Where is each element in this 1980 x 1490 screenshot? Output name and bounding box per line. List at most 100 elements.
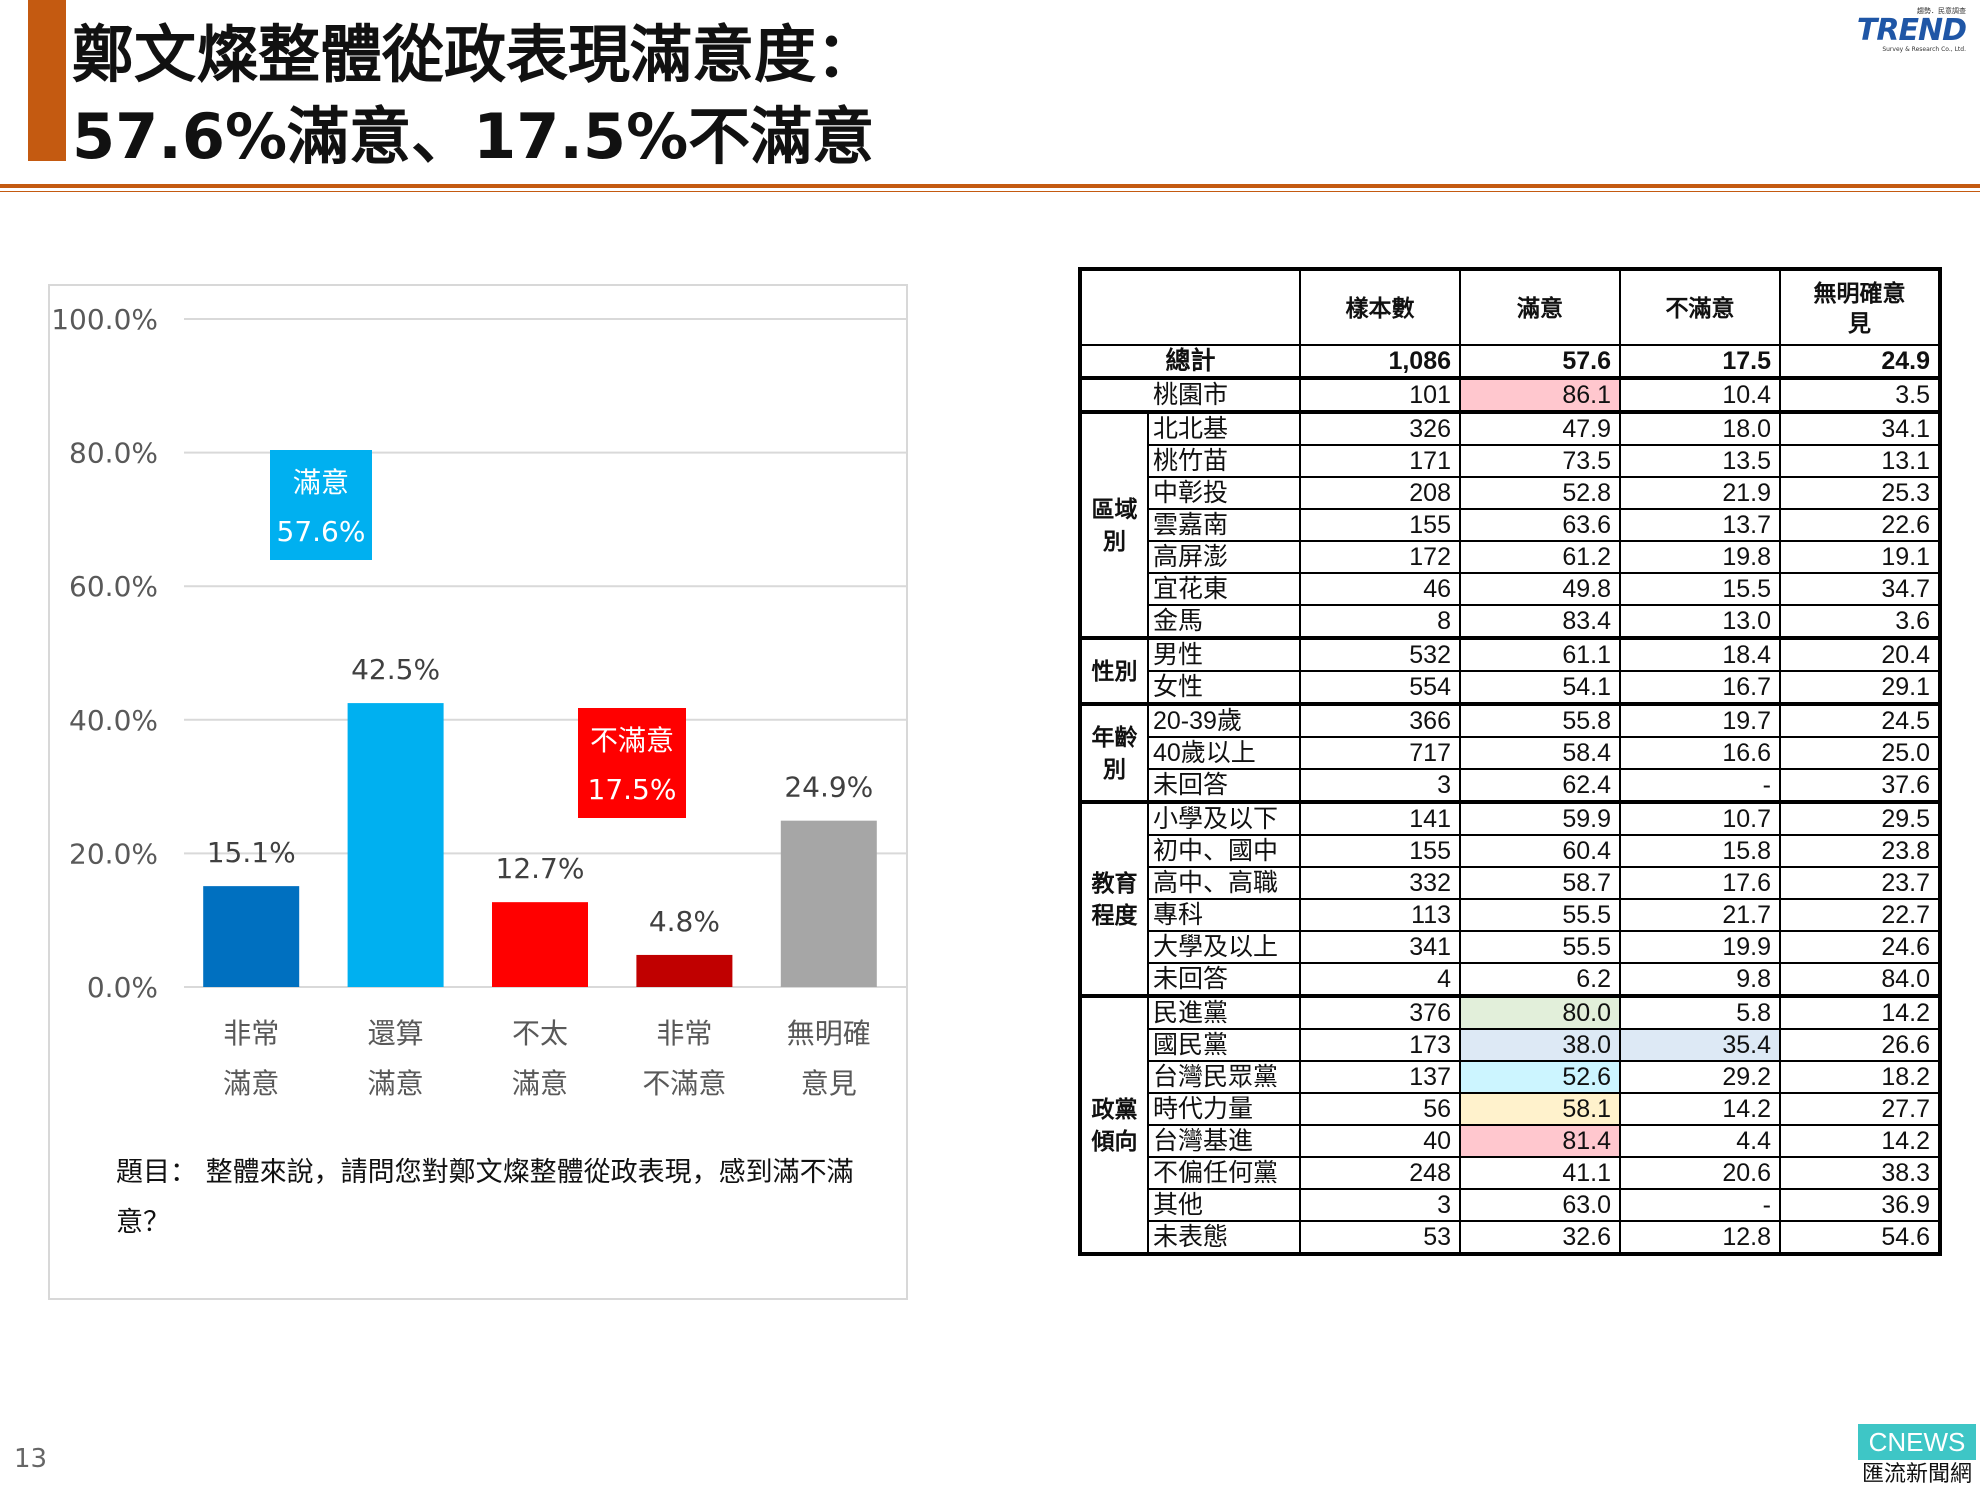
row-label: 國民黨 bbox=[1147, 1028, 1301, 1062]
table-cell: 23.7 bbox=[1779, 866, 1941, 900]
table-cell: 25.0 bbox=[1779, 736, 1941, 770]
y-tick-label: 0.0% bbox=[87, 971, 158, 1004]
table-cell: 60.4 bbox=[1459, 834, 1621, 868]
row-label: 民進黨 bbox=[1147, 994, 1301, 1030]
group-label: 政黨 傾向 bbox=[1079, 994, 1149, 1255]
table-cell: 18.0 bbox=[1619, 410, 1781, 446]
table-cell: 3.5 bbox=[1779, 376, 1941, 413]
table-cell: 37.6 bbox=[1779, 768, 1941, 803]
table-cell: 18.2 bbox=[1779, 1060, 1941, 1094]
row-label: 桃竹苗 bbox=[1147, 444, 1301, 478]
table-row: 女性 554 54.1 16.7 29.1 bbox=[1080, 670, 1941, 705]
table-cell: 141 bbox=[1299, 800, 1461, 836]
table-row: 桃竹苗 171 73.5 13.5 13.1 bbox=[1080, 444, 1941, 478]
title-accent-bar bbox=[28, 0, 66, 161]
row-label: 高屏澎 bbox=[1147, 540, 1301, 574]
row-label: 台灣民眾黨 bbox=[1147, 1060, 1301, 1094]
row-label: 大學及以上 bbox=[1147, 930, 1301, 964]
header-rule bbox=[0, 184, 1980, 188]
row-label: 北北基 bbox=[1147, 410, 1301, 446]
x-tick-label: 滿意 bbox=[512, 1067, 568, 1100]
header-rule-thin bbox=[0, 191, 1980, 192]
row-label: 金馬 bbox=[1147, 604, 1301, 639]
table-cell: 6.2 bbox=[1459, 962, 1621, 997]
table-cell: 717 bbox=[1299, 736, 1461, 770]
y-tick-label: 80.0% bbox=[69, 437, 158, 470]
trend-logo: 趨勢．民意調查 TREND Survey & Research Co., Ltd… bbox=[1856, 6, 1967, 54]
table-cell: 8 bbox=[1299, 604, 1461, 639]
row-label: 台灣基進 bbox=[1147, 1124, 1301, 1158]
table-cell: 80.0 bbox=[1459, 994, 1621, 1030]
cnews-logo-top: CNEWS bbox=[1858, 1424, 1976, 1460]
header-sample: 樣本數 bbox=[1299, 268, 1461, 346]
data-label: 4.8% bbox=[649, 905, 720, 938]
y-tick-label: 60.0% bbox=[69, 570, 158, 603]
table-cell: 73.5 bbox=[1459, 444, 1621, 478]
y-tick-label: 40.0% bbox=[69, 704, 158, 737]
table-cell: 332 bbox=[1299, 866, 1461, 900]
table-row: 專科 113 55.5 21.7 22.7 bbox=[1080, 898, 1941, 932]
table-cell: 3.6 bbox=[1779, 604, 1941, 639]
bar bbox=[636, 954, 733, 987]
y-tick-label: 100.0% bbox=[51, 303, 158, 336]
row-label: 未回答 bbox=[1147, 962, 1301, 997]
table-cell: 38.0 bbox=[1459, 1028, 1621, 1062]
table-cell: 366 bbox=[1299, 702, 1461, 738]
row-label: 未回答 bbox=[1147, 768, 1301, 803]
row-label: 小學及以下 bbox=[1147, 800, 1301, 836]
table-row: 台灣民眾黨 137 52.6 29.2 18.2 bbox=[1080, 1060, 1941, 1094]
table-cell: 554 bbox=[1299, 670, 1461, 705]
table-cell: 341 bbox=[1299, 930, 1461, 964]
row-label: 40歲以上 bbox=[1147, 736, 1301, 770]
row-label: 時代力量 bbox=[1147, 1092, 1301, 1126]
cnews-logo: CNEWS 匯流新聞網 bbox=[1858, 1424, 1976, 1490]
table-row: 高屏澎 172 61.2 19.8 19.1 bbox=[1080, 540, 1941, 574]
crosstab-table: 樣本數 滿意 不滿意 無明確意見 總計 1,086 57.6 17.5 24.9 桃園市 1… bbox=[1078, 267, 1942, 1256]
x-tick-label: 還算 bbox=[368, 1017, 424, 1050]
y-tick-label: 20.0% bbox=[69, 837, 158, 870]
annotation-box bbox=[578, 708, 686, 818]
table-row: 宜花東 46 49.8 15.5 34.7 bbox=[1080, 572, 1941, 606]
table-cell: 29.2 bbox=[1619, 1060, 1781, 1094]
table-cell: 14.2 bbox=[1619, 1092, 1781, 1126]
row-label: 雲嘉南 bbox=[1147, 508, 1301, 542]
group-label: 年齡別 bbox=[1079, 702, 1149, 803]
table-row: 不偏任何黨 248 41.1 20.6 38.3 bbox=[1080, 1156, 1941, 1190]
table-cell: 27.7 bbox=[1779, 1092, 1941, 1126]
table-cell: 40 bbox=[1299, 1124, 1461, 1158]
table-cell: 63.0 bbox=[1459, 1188, 1621, 1222]
table-cell: 24.6 bbox=[1779, 930, 1941, 964]
table-row: 年齡別 20-39歲 366 55.8 19.7 24.5 bbox=[1079, 702, 1941, 803]
x-tick-label: 滿意 bbox=[368, 1067, 424, 1100]
table-cell: 59.9 bbox=[1459, 800, 1621, 836]
table-cell: 61.2 bbox=[1459, 540, 1621, 574]
table-cell: 62.4 bbox=[1459, 768, 1621, 803]
table-cell: 22.7 bbox=[1779, 898, 1941, 932]
data-label: 12.7% bbox=[496, 852, 585, 885]
table-row: 時代力量 56 58.1 14.2 27.7 bbox=[1080, 1092, 1941, 1126]
table-cell: 34.1 bbox=[1779, 410, 1941, 446]
table-cell: 47.9 bbox=[1459, 410, 1621, 446]
table-cell: 12.8 bbox=[1619, 1220, 1781, 1255]
table-cell: 41.1 bbox=[1459, 1156, 1621, 1190]
table-cell: 20.4 bbox=[1779, 636, 1941, 672]
table-cell: 155 bbox=[1299, 834, 1461, 868]
table-cell: 24.9 bbox=[1779, 344, 1941, 379]
data-label: 42.5% bbox=[351, 653, 440, 686]
table-cell: 86.1 bbox=[1459, 376, 1621, 413]
row-label: 中彰投 bbox=[1147, 476, 1301, 510]
table-cell: 16.7 bbox=[1619, 670, 1781, 705]
table-row: 中彰投 208 52.8 21.9 25.3 bbox=[1080, 476, 1941, 510]
table-row: 性別 男性 532 61.1 18.4 20.4 bbox=[1079, 636, 1941, 705]
table-cell: 15.8 bbox=[1619, 834, 1781, 868]
table-cell: 23.8 bbox=[1779, 834, 1941, 868]
data-label: 15.1% bbox=[207, 836, 296, 869]
header-blank bbox=[1079, 268, 1301, 346]
table-cell: 326 bbox=[1299, 410, 1461, 446]
annotation-box bbox=[270, 450, 372, 560]
table-cell: 53 bbox=[1299, 1220, 1461, 1255]
annotation-label: 不滿意 bbox=[590, 724, 674, 757]
chart-frame bbox=[48, 284, 908, 1300]
table-cell: 19.9 bbox=[1619, 930, 1781, 964]
table-cell: 58.4 bbox=[1459, 736, 1621, 770]
